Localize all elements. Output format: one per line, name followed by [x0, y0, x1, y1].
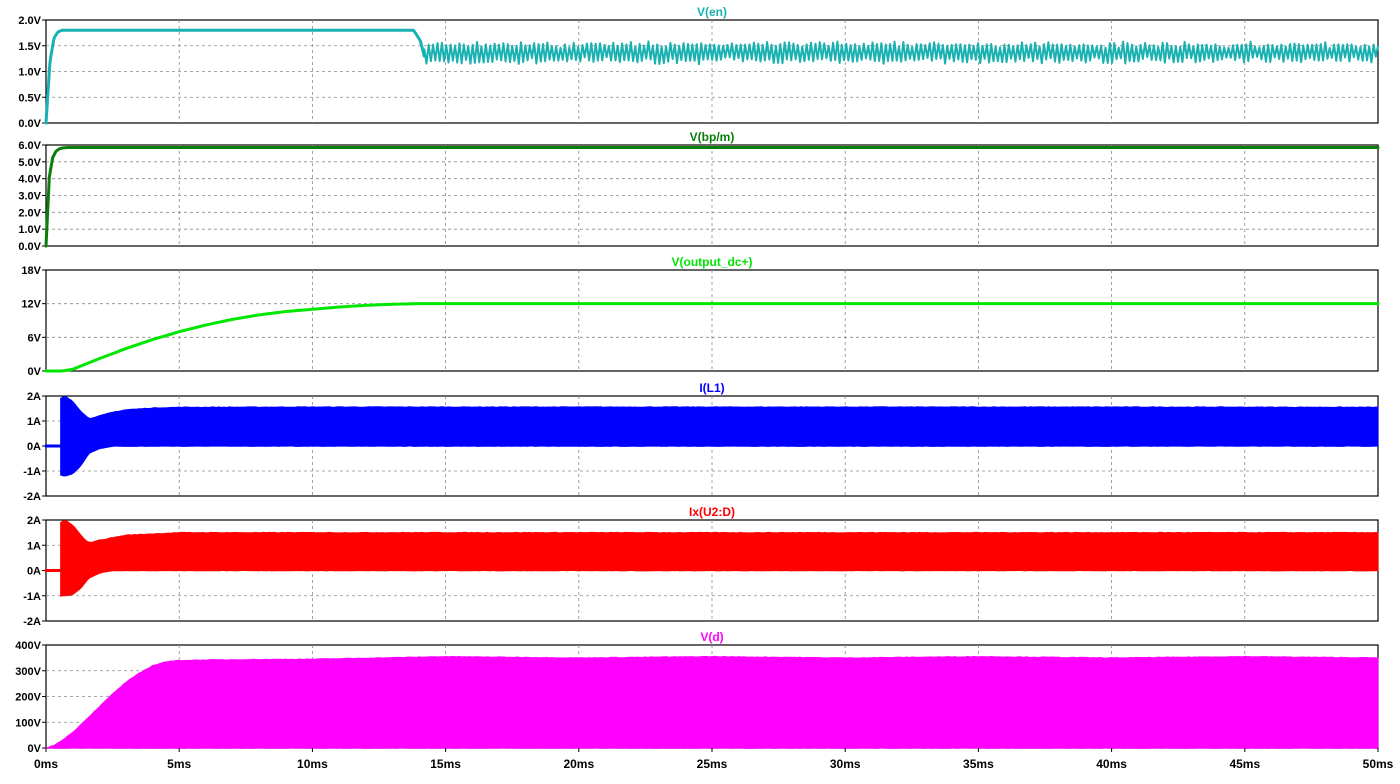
x-tick-label: 10ms	[297, 757, 328, 771]
y-tick-label: 2A	[27, 391, 41, 403]
y-tick-label: 400V	[15, 640, 41, 652]
x-tick-label: 0ms	[34, 757, 58, 771]
y-tick-label: 6V	[28, 332, 42, 344]
y-tick-label: 2.0V	[18, 207, 41, 219]
plot-pane-5: -2A -1A 0A 1A 2A Ix(U2:D)	[23, 505, 1379, 628]
y-tick-label: 0V	[28, 366, 42, 378]
y-tick-label: 1.0V	[18, 67, 41, 79]
y-tick-label: 200V	[15, 692, 41, 704]
trace-title: V(en)	[697, 5, 727, 19]
x-tick-label: 45ms	[1229, 757, 1260, 771]
series-line	[44, 28, 426, 125]
y-tick-label: -1A	[23, 466, 41, 478]
trace-title: V(output_dc+)	[672, 255, 753, 269]
x-tick-label: 15ms	[430, 757, 461, 771]
series-line	[44, 146, 1380, 248]
y-tick-label: 4.0V	[18, 174, 41, 186]
y-tick-label: 1A	[27, 416, 41, 428]
series-oscillation	[423, 40, 1379, 66]
y-tick-label: 1A	[27, 540, 41, 552]
y-tick-label: 0.0V	[18, 118, 41, 130]
series-line	[44, 302, 1380, 373]
x-tick-label: 5ms	[167, 757, 191, 771]
y-tick-label: 18V	[21, 265, 41, 277]
trace-title: V(d)	[700, 630, 723, 644]
plot-pane-2: 0.0V 1.0V 2.0V 3.0V 4.0V 5.0V 6.0V V(bp/m)	[18, 130, 1380, 253]
y-tick-label: 5.0V	[18, 157, 41, 169]
y-tick-label: 300V	[15, 666, 41, 678]
series-envelope	[60, 396, 1379, 477]
y-tick-label: 0.0V	[18, 241, 41, 253]
y-tick-label: 100V	[15, 717, 41, 729]
x-tick-label: 40ms	[1096, 757, 1127, 771]
plot-pane-1: 0.0V 0.5V 1.0V 1.5V 2.0V V(en)	[18, 5, 1379, 130]
y-tick-label: 1.5V	[18, 41, 41, 53]
x-tick-label: 50ms	[1363, 757, 1394, 771]
trace-title: Ix(U2:D)	[689, 505, 735, 519]
plot-pane-3: 0V 6V 12V 18V V(output_dc+)	[21, 255, 1380, 378]
y-tick-label: 2A	[27, 515, 41, 527]
y-tick-label: 0.5V	[18, 92, 41, 104]
y-tick-label: 0A	[27, 441, 41, 453]
trace-title: I(L1)	[699, 381, 724, 395]
y-tick-label: -1A	[23, 591, 41, 603]
y-tick-label: 3.0V	[18, 191, 41, 203]
trace-title: V(bp/m)	[690, 130, 735, 144]
x-tick-label: 30ms	[830, 757, 861, 771]
y-tick-label: -2A	[23, 616, 41, 628]
y-tick-label: 0V	[28, 743, 42, 755]
x-tick-label: 20ms	[563, 757, 594, 771]
plot-pane-6: 0V 100V 200V 300V 400V V(d)	[15, 630, 1379, 755]
y-tick-label: 12V	[21, 299, 41, 311]
x-tick-label: 25ms	[697, 757, 728, 771]
y-tick-label: 2.0V	[18, 15, 41, 27]
y-tick-label: -2A	[23, 491, 41, 503]
series-envelope	[45, 655, 1379, 749]
y-tick-label: 0A	[27, 566, 41, 578]
series-envelope	[60, 520, 1379, 597]
x-tick-label: 35ms	[963, 757, 994, 771]
plot-pane-4: -2A -1A 0A 1A 2A I(L1)	[23, 381, 1379, 503]
y-tick-label: 1.0V	[18, 224, 41, 236]
y-tick-label: 6.0V	[18, 140, 41, 152]
